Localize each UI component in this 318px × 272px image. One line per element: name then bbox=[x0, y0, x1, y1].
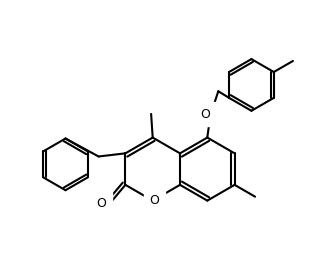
Text: O: O bbox=[149, 194, 159, 207]
Text: O: O bbox=[96, 197, 106, 210]
Text: O: O bbox=[200, 108, 210, 121]
